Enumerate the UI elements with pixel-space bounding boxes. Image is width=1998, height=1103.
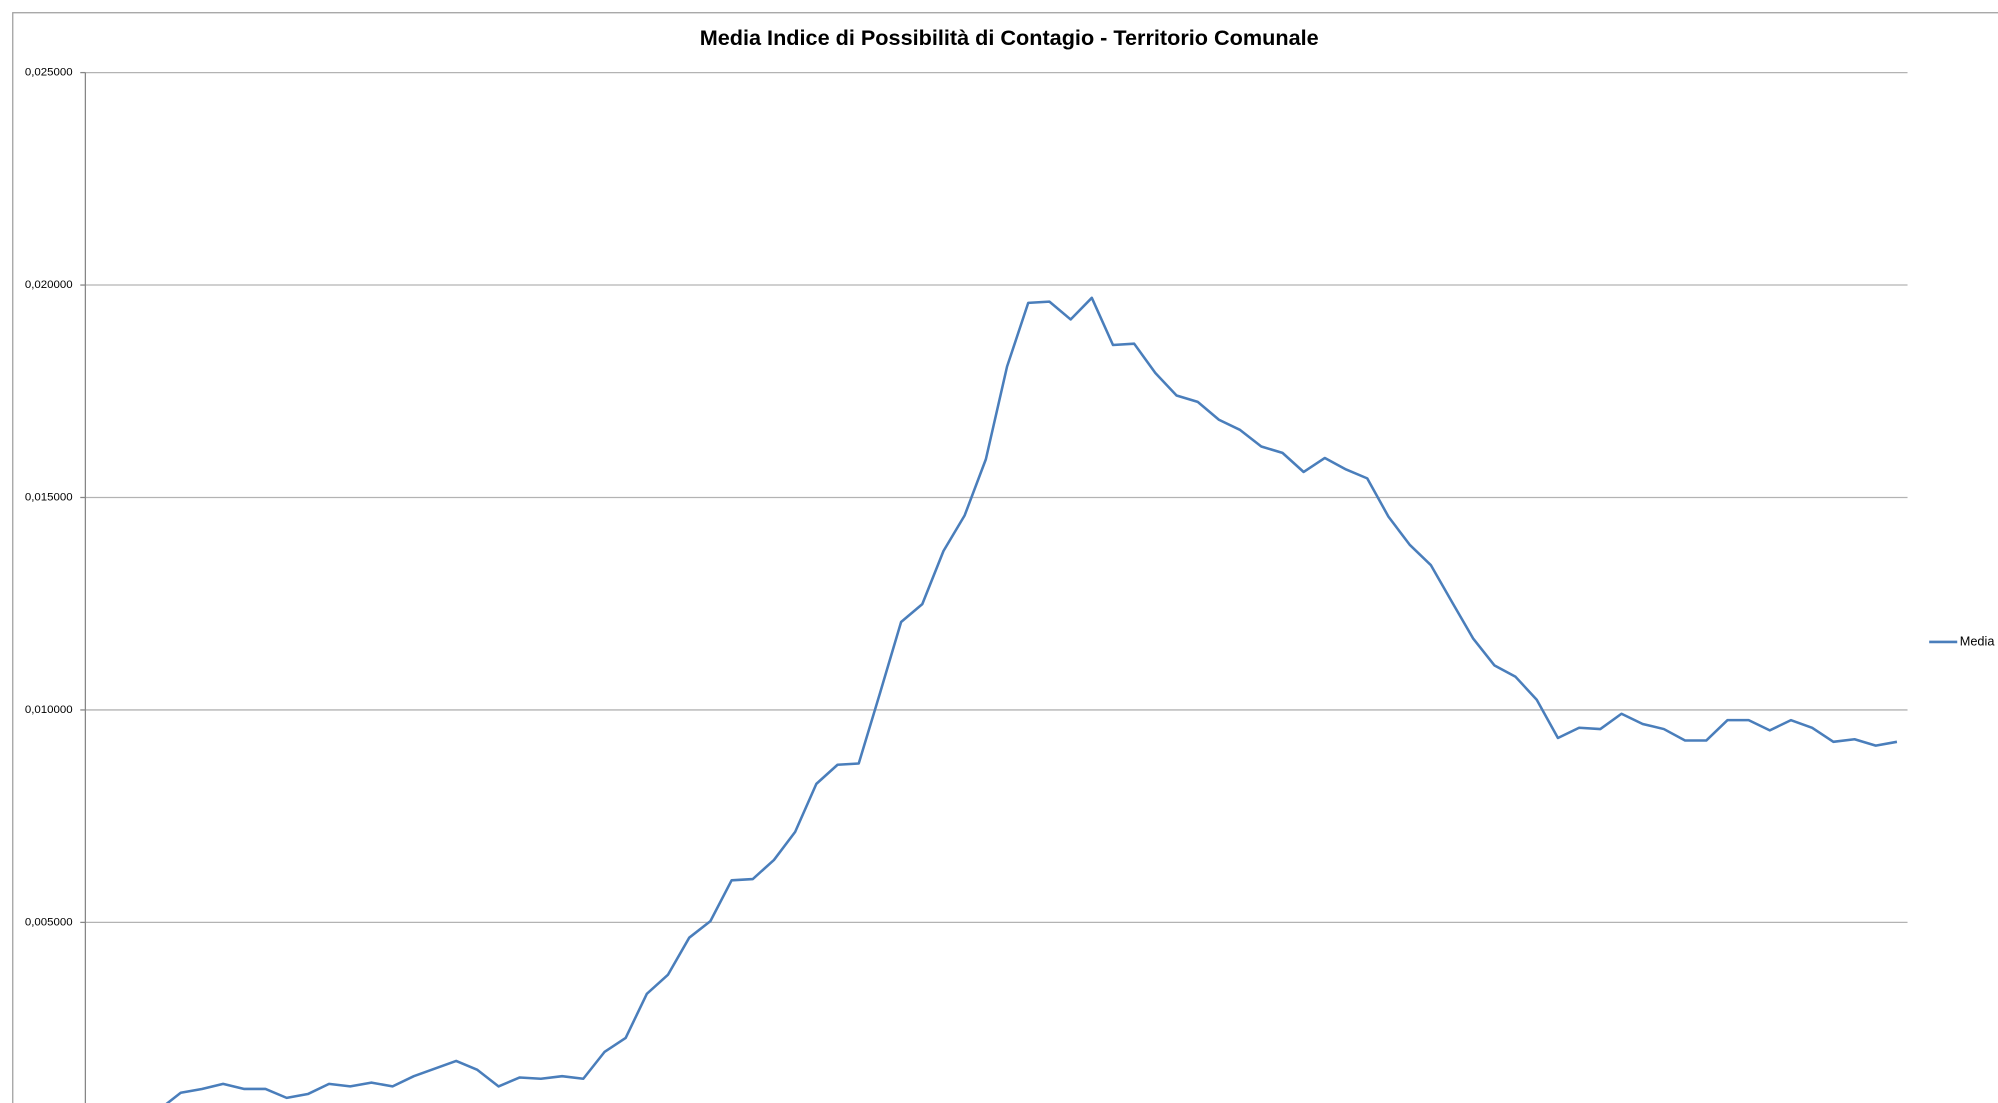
y-tick-label: 0,025000	[25, 67, 73, 79]
chart-title: Media Indice di Possibilità di Contagio …	[700, 25, 1319, 50]
y-tick-label: 0,020000	[25, 279, 73, 291]
y-tick-label: 0,015000	[25, 492, 73, 504]
data-line	[165, 296, 1898, 1103]
y-tick-label: 0,005000	[25, 916, 73, 928]
y-tick-label: 0,010000	[25, 704, 73, 716]
chart-frame	[12, 12, 1998, 1103]
legend-label: Media	[1960, 633, 1996, 648]
